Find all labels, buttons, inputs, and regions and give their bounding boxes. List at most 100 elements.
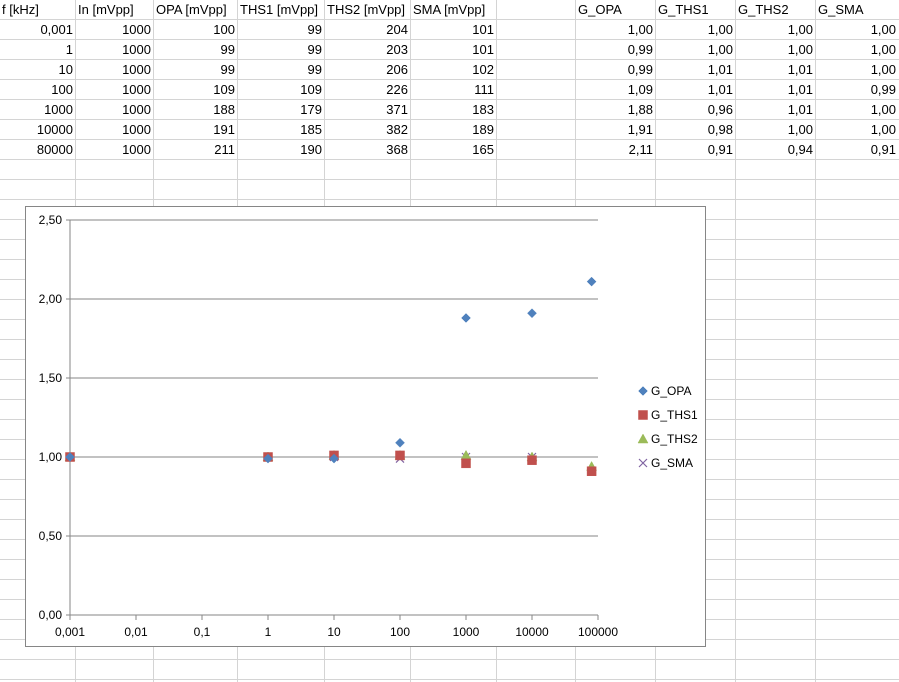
table-cell[interactable]: 10000: [36, 122, 73, 137]
table-cell[interactable]: 99: [220, 42, 235, 57]
table-cell[interactable]: [497, 20, 576, 40]
table-cell[interactable]: 1,01: [787, 82, 813, 97]
table-cell[interactable]: 2,11: [628, 142, 653, 157]
data-point: [65, 452, 75, 462]
header-cell[interactable]: SMA [mVpp]: [413, 2, 486, 17]
table-cell[interactable]: 1000: [122, 142, 151, 157]
table-cell[interactable]: 1,00: [787, 22, 813, 37]
header-cell[interactable]: G_OPA: [578, 2, 622, 17]
table-cell[interactable]: 1000: [122, 82, 151, 97]
table-cell[interactable]: 1,00: [707, 42, 733, 57]
x-tick-label: 0,001: [55, 625, 85, 639]
table-cell[interactable]: 1000: [122, 42, 151, 57]
table-cell[interactable]: 211: [214, 142, 235, 157]
table-cell[interactable]: 0,99: [870, 82, 896, 97]
table-cell[interactable]: 1,00: [870, 62, 896, 77]
table-cell[interactable]: 1,00: [787, 42, 813, 57]
table-cell[interactable]: 1,01: [707, 82, 733, 97]
table-cell[interactable]: 1,01: [707, 62, 733, 77]
table-cell[interactable]: 1000: [122, 62, 151, 77]
header-cell[interactable]: f [kHz]: [2, 2, 39, 17]
table-cell[interactable]: 1,00: [870, 122, 896, 137]
header-cell[interactable]: OPA [mVpp]: [156, 2, 227, 17]
table-cell[interactable]: 109: [213, 82, 235, 97]
table-cell[interactable]: 1,00: [627, 22, 653, 37]
table-cell[interactable]: 1,01: [787, 102, 813, 117]
table-cell[interactable]: 190: [300, 142, 322, 157]
table-cell[interactable]: 1,88: [627, 102, 653, 117]
table-cell[interactable]: 1000: [44, 102, 73, 117]
table-cell[interactable]: 1,09: [627, 82, 653, 97]
table-cell[interactable]: 1,00: [870, 22, 896, 37]
table-cell[interactable]: 101: [472, 22, 494, 37]
header-cell[interactable]: THS2 [mVpp]: [327, 2, 406, 17]
table-cell[interactable]: 99: [307, 42, 322, 57]
table-cell[interactable]: 1,00: [787, 122, 813, 137]
table-cell[interactable]: 1000: [122, 102, 151, 117]
table-cell[interactable]: 189: [472, 122, 494, 137]
scatter-chart[interactable]: 0,00 0,50 1,00 1,50 2,00 2,50 0,001 0,01 0,1 1 10 1…: [25, 206, 706, 647]
table-cell[interactable]: [497, 60, 576, 80]
table-cell[interactable]: 0,99: [627, 42, 653, 57]
table-cell[interactable]: 0,91: [707, 142, 733, 157]
table-cell[interactable]: 1,00: [707, 22, 733, 37]
table-cell[interactable]: 371: [386, 102, 408, 117]
table-cell[interactable]: 100: [213, 22, 235, 37]
legend-marker: [638, 458, 648, 468]
table-cell[interactable]: [497, 120, 576, 140]
header-cell[interactable]: In [mVpp]: [78, 2, 134, 17]
table-cell[interactable]: [497, 140, 576, 160]
table-cell[interactable]: [497, 100, 576, 120]
table-cell[interactable]: 111: [474, 82, 494, 97]
table-cell[interactable]: 109: [300, 82, 322, 97]
legend-marker: [638, 410, 648, 420]
header-cell[interactable]: G_THS1: [658, 2, 709, 17]
table-cell[interactable]: 0,96: [707, 102, 733, 117]
table-cell[interactable]: 183: [472, 102, 494, 117]
table-cell[interactable]: 226: [386, 82, 408, 97]
table-cell[interactable]: 99: [307, 22, 322, 37]
table-cell[interactable]: 1000: [122, 22, 151, 37]
table-cell[interactable]: 382: [386, 122, 408, 137]
x-tick-label: 1000: [453, 625, 480, 639]
header-cell[interactable]: G_SMA: [818, 2, 864, 17]
table-cell[interactable]: 101: [472, 42, 494, 57]
header-cell[interactable]: G_THS2: [738, 2, 789, 17]
table-cell[interactable]: 0,91: [870, 142, 896, 157]
table-cell[interactable]: 165: [472, 142, 494, 157]
table-cell[interactable]: 1000: [122, 122, 151, 137]
table-cell[interactable]: 188: [213, 102, 235, 117]
table-cell[interactable]: 10: [58, 62, 73, 77]
table-cell[interactable]: 1,91: [627, 122, 653, 137]
y-tick-label: 2,00: [39, 292, 63, 306]
table-cell[interactable]: 0,98: [707, 122, 733, 137]
table-cell[interactable]: 1,00: [870, 42, 896, 57]
table-cell[interactable]: [497, 80, 576, 100]
table-cell[interactable]: 80000: [36, 142, 73, 157]
table-cell[interactable]: 368: [386, 142, 408, 157]
table-cell[interactable]: 0,001: [40, 22, 73, 37]
table-cell[interactable]: [497, 40, 576, 60]
data-point: [586, 466, 597, 476]
table-cell[interactable]: 206: [386, 62, 408, 77]
series-g-opa: [65, 276, 597, 464]
header-cell[interactable]: THS1 [mVpp]: [240, 2, 319, 17]
legend-marker: [638, 386, 648, 396]
table-cell[interactable]: 1,01: [787, 62, 813, 77]
data-point: [461, 313, 471, 323]
table-cell[interactable]: 203: [386, 42, 408, 57]
table-cell[interactable]: 1: [65, 42, 73, 57]
table-cell[interactable]: 191: [213, 122, 235, 137]
table-cell[interactable]: 179: [300, 102, 322, 117]
table-cell[interactable]: 102: [472, 62, 494, 77]
y-tick-label: 0,50: [39, 529, 63, 543]
table-cell[interactable]: 1,00: [870, 102, 896, 117]
table-cell[interactable]: 185: [300, 122, 322, 137]
table-cell[interactable]: 99: [220, 62, 235, 77]
table-cell[interactable]: 99: [307, 62, 322, 77]
table-cell[interactable]: 0,94: [787, 142, 813, 157]
table-cell[interactable]: 204: [386, 22, 408, 37]
table-cell[interactable]: 0,99: [627, 62, 653, 77]
header-cell[interactable]: [497, 0, 576, 20]
table-cell[interactable]: 100: [51, 82, 73, 97]
